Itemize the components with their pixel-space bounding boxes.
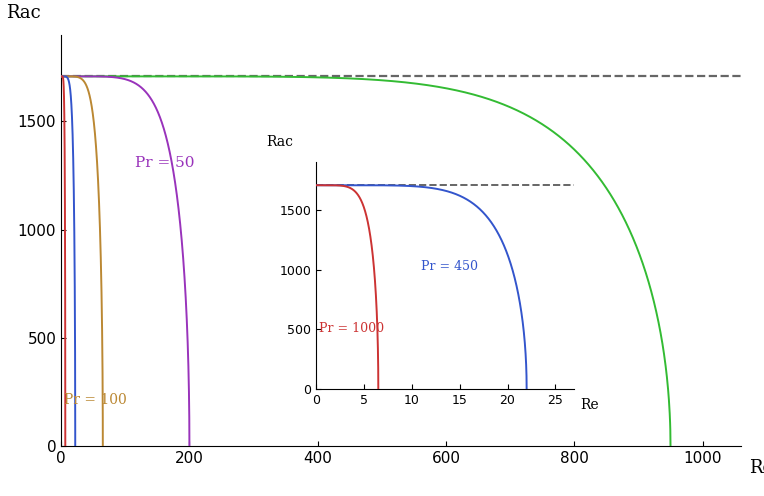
Y-axis label: Rac: Rac xyxy=(6,4,41,22)
Text: Pr = 10: Pr = 10 xyxy=(459,190,519,204)
X-axis label: Re: Re xyxy=(749,459,764,477)
Text: Pr = 50: Pr = 50 xyxy=(135,156,194,170)
Text: Pr = 100: Pr = 100 xyxy=(64,393,127,407)
